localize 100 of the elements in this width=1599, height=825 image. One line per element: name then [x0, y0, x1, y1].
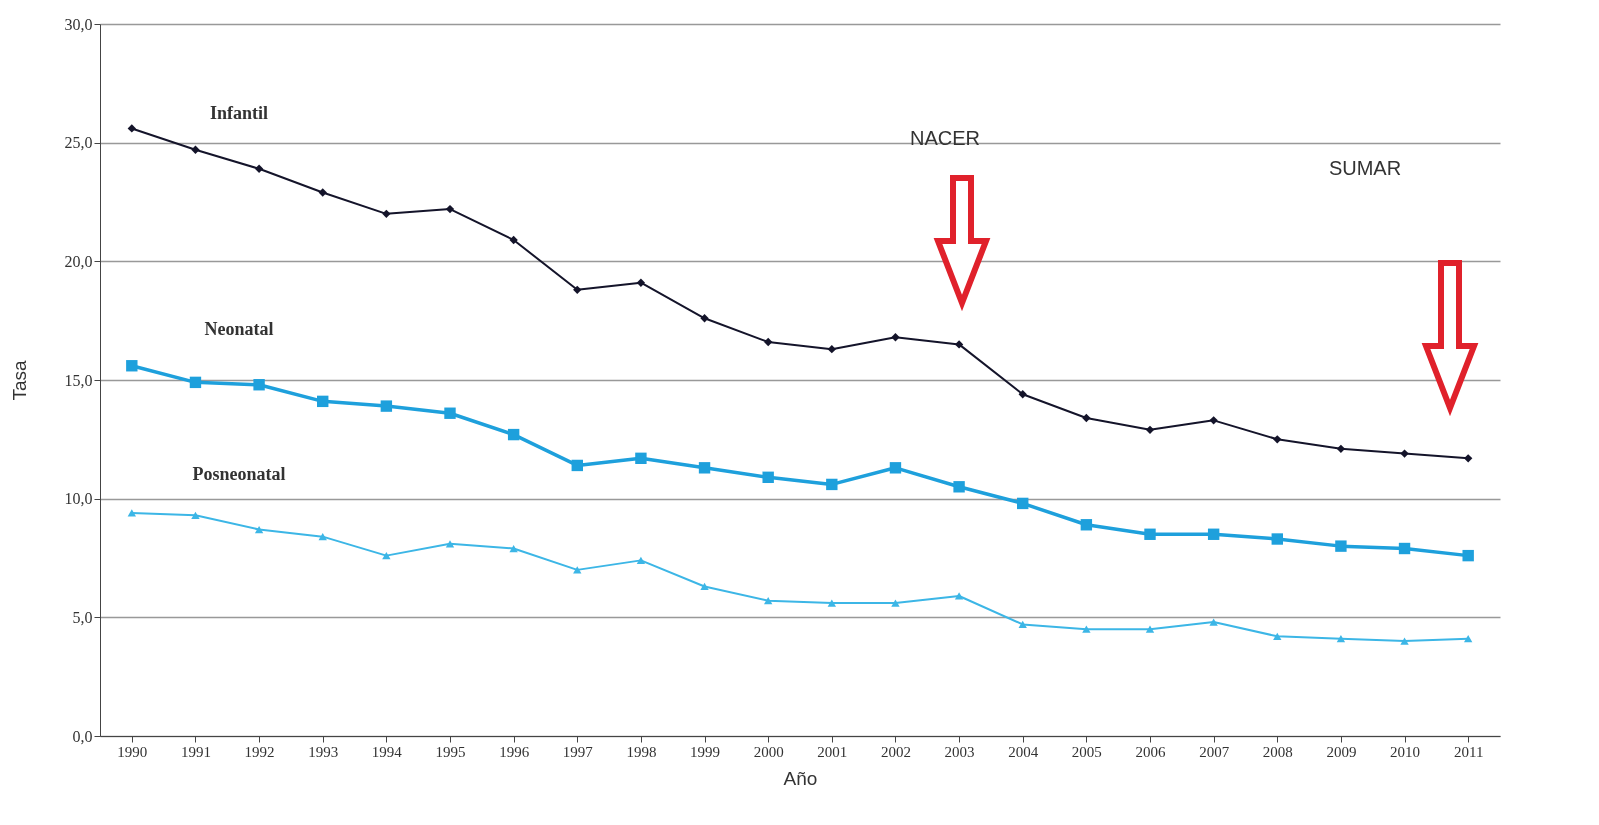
point — [1335, 540, 1347, 552]
x-axis-title: Año — [783, 767, 818, 789]
y-tick-label: 25,0 — [64, 134, 93, 152]
point — [1082, 413, 1091, 423]
y-tick-label: 20,0 — [64, 252, 93, 270]
x-tick-label: 2002 — [880, 743, 911, 760]
point — [827, 344, 836, 354]
point — [509, 235, 518, 245]
x-tick-label: 2008 — [1262, 743, 1293, 760]
x-tick-label: 1996 — [499, 743, 530, 760]
point — [318, 188, 327, 197]
point — [1145, 625, 1155, 633]
point — [317, 395, 329, 408]
y-tick-label: 10,0 — [64, 490, 93, 508]
x-tick-label: 2010 — [1390, 743, 1421, 760]
point — [254, 525, 264, 534]
series-label: Posneonatal — [192, 463, 286, 484]
x-tick-label: 1998 — [626, 743, 657, 760]
point — [764, 597, 773, 605]
point — [571, 459, 583, 472]
point — [380, 400, 393, 412]
point — [1080, 519, 1093, 531]
point — [189, 376, 202, 389]
x-tick-label: 2009 — [1326, 743, 1357, 760]
point — [382, 552, 391, 560]
x-tick-label: 1990 — [117, 743, 148, 760]
point — [953, 481, 965, 493]
point — [1336, 635, 1346, 643]
point — [954, 340, 964, 349]
point — [444, 407, 456, 419]
x-tick-label: 2003 — [944, 743, 975, 760]
point — [191, 511, 200, 519]
point — [891, 599, 900, 607]
point — [1273, 632, 1282, 640]
x-tick-label: 1993 — [308, 743, 339, 760]
point — [127, 124, 136, 133]
x-tick-label: 2005 — [1071, 743, 1102, 760]
point — [636, 556, 646, 564]
point — [318, 533, 327, 541]
y-tick-label: 15,0 — [64, 371, 93, 389]
point — [1145, 425, 1155, 435]
point — [1464, 635, 1473, 643]
x-tick-label: 2001 — [817, 743, 848, 760]
point — [1271, 533, 1283, 545]
point — [762, 471, 774, 484]
x-tick-label: 1991 — [180, 743, 211, 760]
y-axis-title: Tasa — [8, 360, 30, 401]
point — [764, 337, 773, 347]
point — [891, 333, 900, 342]
point — [382, 209, 391, 219]
point — [254, 164, 264, 173]
annotation: NACER — [909, 127, 981, 149]
point — [1209, 416, 1218, 425]
x-tick-label: 2004 — [1008, 743, 1039, 760]
point — [1398, 542, 1411, 555]
point — [635, 452, 647, 465]
point — [1400, 637, 1409, 645]
x-tick-label: 2000 — [753, 743, 784, 760]
point — [700, 582, 709, 591]
y-tick-label: 5,0 — [72, 608, 93, 626]
point — [636, 278, 646, 287]
x-tick-label: 2011 — [1453, 743, 1484, 760]
point — [1273, 435, 1282, 444]
point — [507, 428, 520, 441]
point — [191, 145, 200, 154]
point — [1018, 620, 1027, 629]
point — [1400, 449, 1409, 458]
point — [1082, 625, 1091, 633]
point — [127, 509, 136, 517]
point — [1464, 454, 1473, 463]
x-tick-label: 1999 — [690, 743, 721, 760]
point — [1144, 528, 1156, 540]
x-tick-label: 1995 — [435, 743, 466, 760]
point — [1018, 390, 1027, 399]
point — [1336, 444, 1346, 454]
point — [954, 592, 964, 600]
x-tick-label: 2006 — [1135, 743, 1166, 760]
x-tick-label: 1997 — [562, 743, 594, 760]
point — [126, 360, 138, 372]
x-tick-label: 2007 — [1199, 743, 1230, 760]
point — [1209, 618, 1218, 626]
point — [698, 462, 711, 474]
point — [1462, 549, 1474, 562]
point — [826, 478, 838, 491]
point — [1207, 528, 1220, 540]
text: Neonatal — [204, 318, 274, 339]
point — [445, 204, 455, 214]
series-label: Infantil — [210, 102, 269, 123]
point — [445, 540, 455, 548]
y-tick-label: 0,0 — [72, 727, 93, 745]
point — [700, 314, 709, 323]
point — [573, 285, 582, 294]
point — [1017, 497, 1029, 510]
y-tick-label: 30,0 — [64, 15, 93, 33]
annotation: SUMAR — [1328, 157, 1402, 179]
point — [889, 462, 902, 474]
point — [509, 544, 518, 553]
point — [827, 599, 836, 607]
x-tick-label: 1994 — [371, 743, 403, 760]
point — [253, 379, 265, 391]
